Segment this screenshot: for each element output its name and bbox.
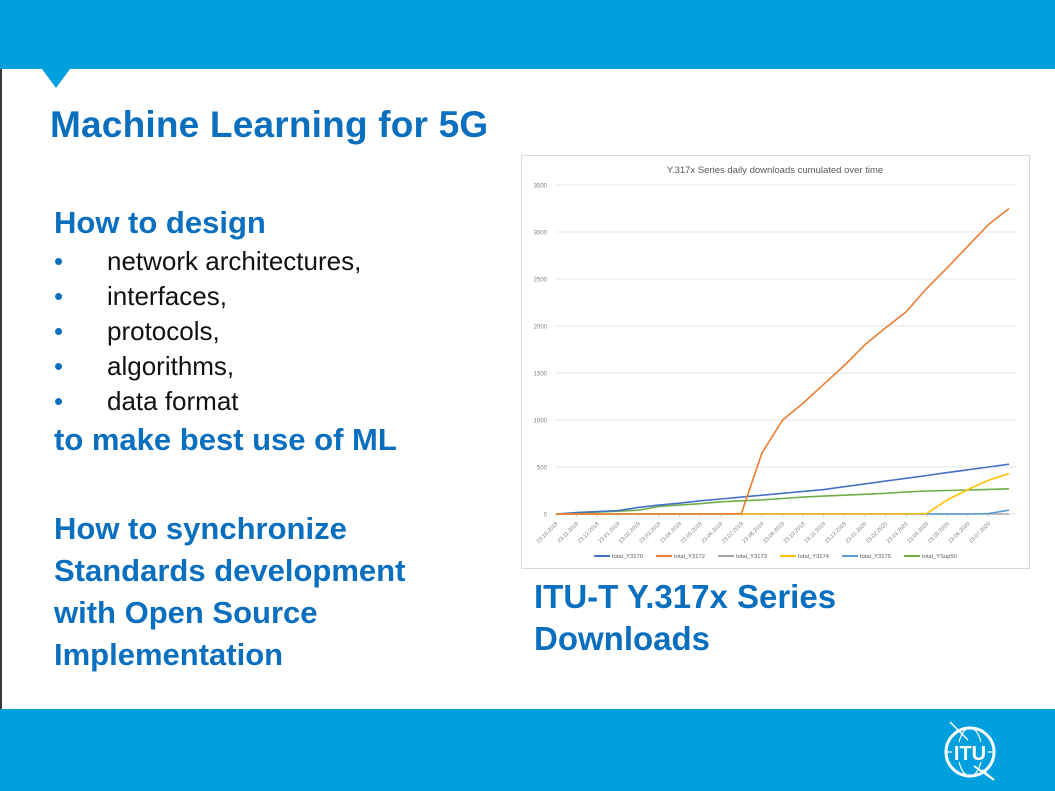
y-tick-label: 2000 bbox=[534, 325, 548, 331]
slide-left-edge bbox=[0, 0, 2, 791]
bullet-icon: • bbox=[54, 351, 64, 381]
header-notch bbox=[42, 69, 70, 88]
design-closing: to make best use of ML bbox=[54, 422, 397, 457]
sync-line: Standards development bbox=[54, 553, 406, 588]
y-tick-label: 2500 bbox=[534, 278, 548, 284]
sync-line: with Open Source bbox=[54, 595, 318, 630]
design-heading: How to design bbox=[54, 205, 266, 240]
design-section: How to design • network architectures, • i… bbox=[54, 202, 494, 461]
bullet-item: • interfaces, bbox=[54, 279, 494, 314]
x-tick-label: 23.07.2020 bbox=[968, 521, 992, 545]
bullet-text: interfaces, bbox=[107, 281, 227, 311]
y-tick-label: 0 bbox=[544, 513, 548, 519]
sync-line: Implementation bbox=[54, 637, 284, 672]
slide-title: Machine Learning for 5G bbox=[50, 104, 489, 145]
bullet-item: • network architectures, bbox=[54, 244, 494, 279]
series-line-total_ysup50 bbox=[555, 488, 1010, 515]
bullet-item: • algorithms, bbox=[54, 349, 494, 384]
legend-label: total_Y3170 bbox=[612, 554, 643, 560]
legend-label: total_Y3175 bbox=[860, 554, 891, 560]
design-bullet-list: • network architectures, • interfaces, • pr… bbox=[54, 244, 494, 419]
y-tick-label: 3000 bbox=[534, 231, 548, 237]
chart-caption: ITU-T Y.317x Series Downloads bbox=[534, 576, 934, 660]
sync-line: How to synchronize bbox=[54, 511, 347, 546]
y-tick-label: 500 bbox=[537, 466, 548, 472]
y-tick-label: 3500 bbox=[534, 184, 548, 190]
itu-logo: ITU bbox=[938, 718, 1002, 782]
bullet-text: protocols, bbox=[107, 316, 220, 346]
line-chart-svg: Y.317x Series daily downloads cumulated … bbox=[534, 165, 1016, 560]
downloads-chart: Y.317x Series daily downloads cumulated … bbox=[521, 155, 1030, 569]
y-tick-label: 1000 bbox=[534, 419, 548, 425]
bullet-item: • protocols, bbox=[54, 314, 494, 349]
bullet-item: • data format bbox=[54, 384, 494, 419]
x-tick-label: 23.10.2018 bbox=[536, 521, 560, 545]
bullet-icon: • bbox=[54, 246, 64, 276]
series-line-total_y3172 bbox=[556, 207, 1010, 515]
series-line-total_y3170 bbox=[555, 463, 1010, 515]
chart-title: Y.317x Series daily downloads cumulated … bbox=[667, 165, 883, 176]
bullet-icon: • bbox=[54, 281, 64, 311]
header-band bbox=[0, 0, 1055, 69]
bullet-text: algorithms, bbox=[107, 351, 235, 381]
bullet-text: data format bbox=[107, 386, 239, 416]
legend-label: total_Y3172 bbox=[674, 554, 705, 560]
legend-label: total_Y3173 bbox=[736, 554, 767, 560]
legend-label: total_Y3174 bbox=[798, 554, 830, 560]
caption-line-2: Downloads bbox=[534, 620, 711, 657]
footer-band bbox=[0, 709, 1055, 791]
legend-label: total_YSup50 bbox=[922, 554, 957, 560]
itu-logo-text: ITU bbox=[954, 743, 986, 765]
y-tick-label: 1500 bbox=[534, 372, 548, 378]
x-tick-label: 23.10.2019 bbox=[783, 521, 807, 545]
bullet-icon: • bbox=[54, 316, 64, 346]
bullet-icon: • bbox=[54, 386, 64, 416]
itu-globe-logo-icon: ITU bbox=[944, 721, 996, 781]
caption-line-1: ITU-T Y.317x Series bbox=[534, 578, 837, 615]
bullet-text: network architectures, bbox=[107, 246, 362, 276]
sync-section: How to synchronize Standards development… bbox=[54, 508, 504, 676]
